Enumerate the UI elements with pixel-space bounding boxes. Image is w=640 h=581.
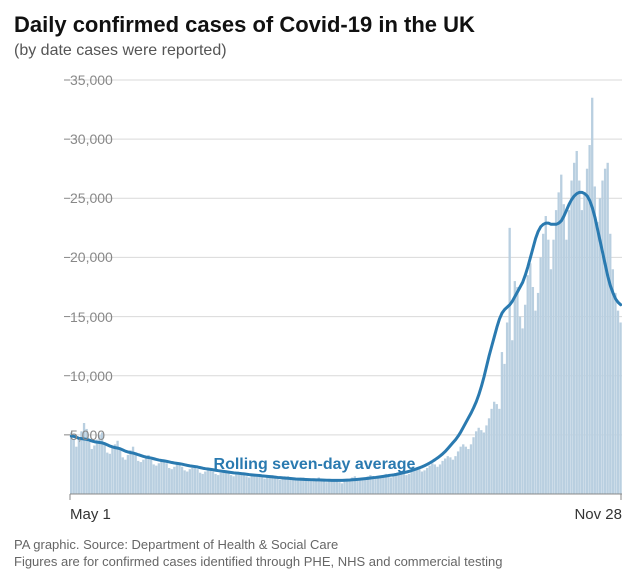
chart-area: May 1 Nov 28 Rolling seven-day average 5… bbox=[14, 70, 622, 500]
y-axis-label: 20,000 bbox=[70, 249, 76, 265]
rolling-average-annotation: Rolling seven-day average bbox=[214, 456, 416, 474]
footer-source: PA graphic. Source: Department of Health… bbox=[14, 536, 502, 554]
y-axis-label: 30,000 bbox=[70, 131, 76, 147]
y-axis-label: 25,000 bbox=[70, 190, 76, 206]
footer-note: Figures are for confirmed cases identifi… bbox=[14, 553, 502, 571]
chart-footer: PA graphic. Source: Department of Health… bbox=[14, 536, 502, 571]
y-axis-label: 5,000 bbox=[70, 427, 76, 443]
y-axis-label: 10,000 bbox=[70, 368, 76, 384]
x-axis-start-label: May 1 bbox=[70, 500, 111, 523]
chart-subtitle: (by date cases were reported) bbox=[14, 42, 626, 60]
chart-title: Daily confirmed cases of Covid-19 in the… bbox=[14, 12, 626, 38]
y-axis-label: 15,000 bbox=[70, 309, 76, 325]
y-axis-label: 35,000 bbox=[70, 72, 76, 88]
x-axis-end-label: Nov 28 bbox=[574, 500, 622, 523]
